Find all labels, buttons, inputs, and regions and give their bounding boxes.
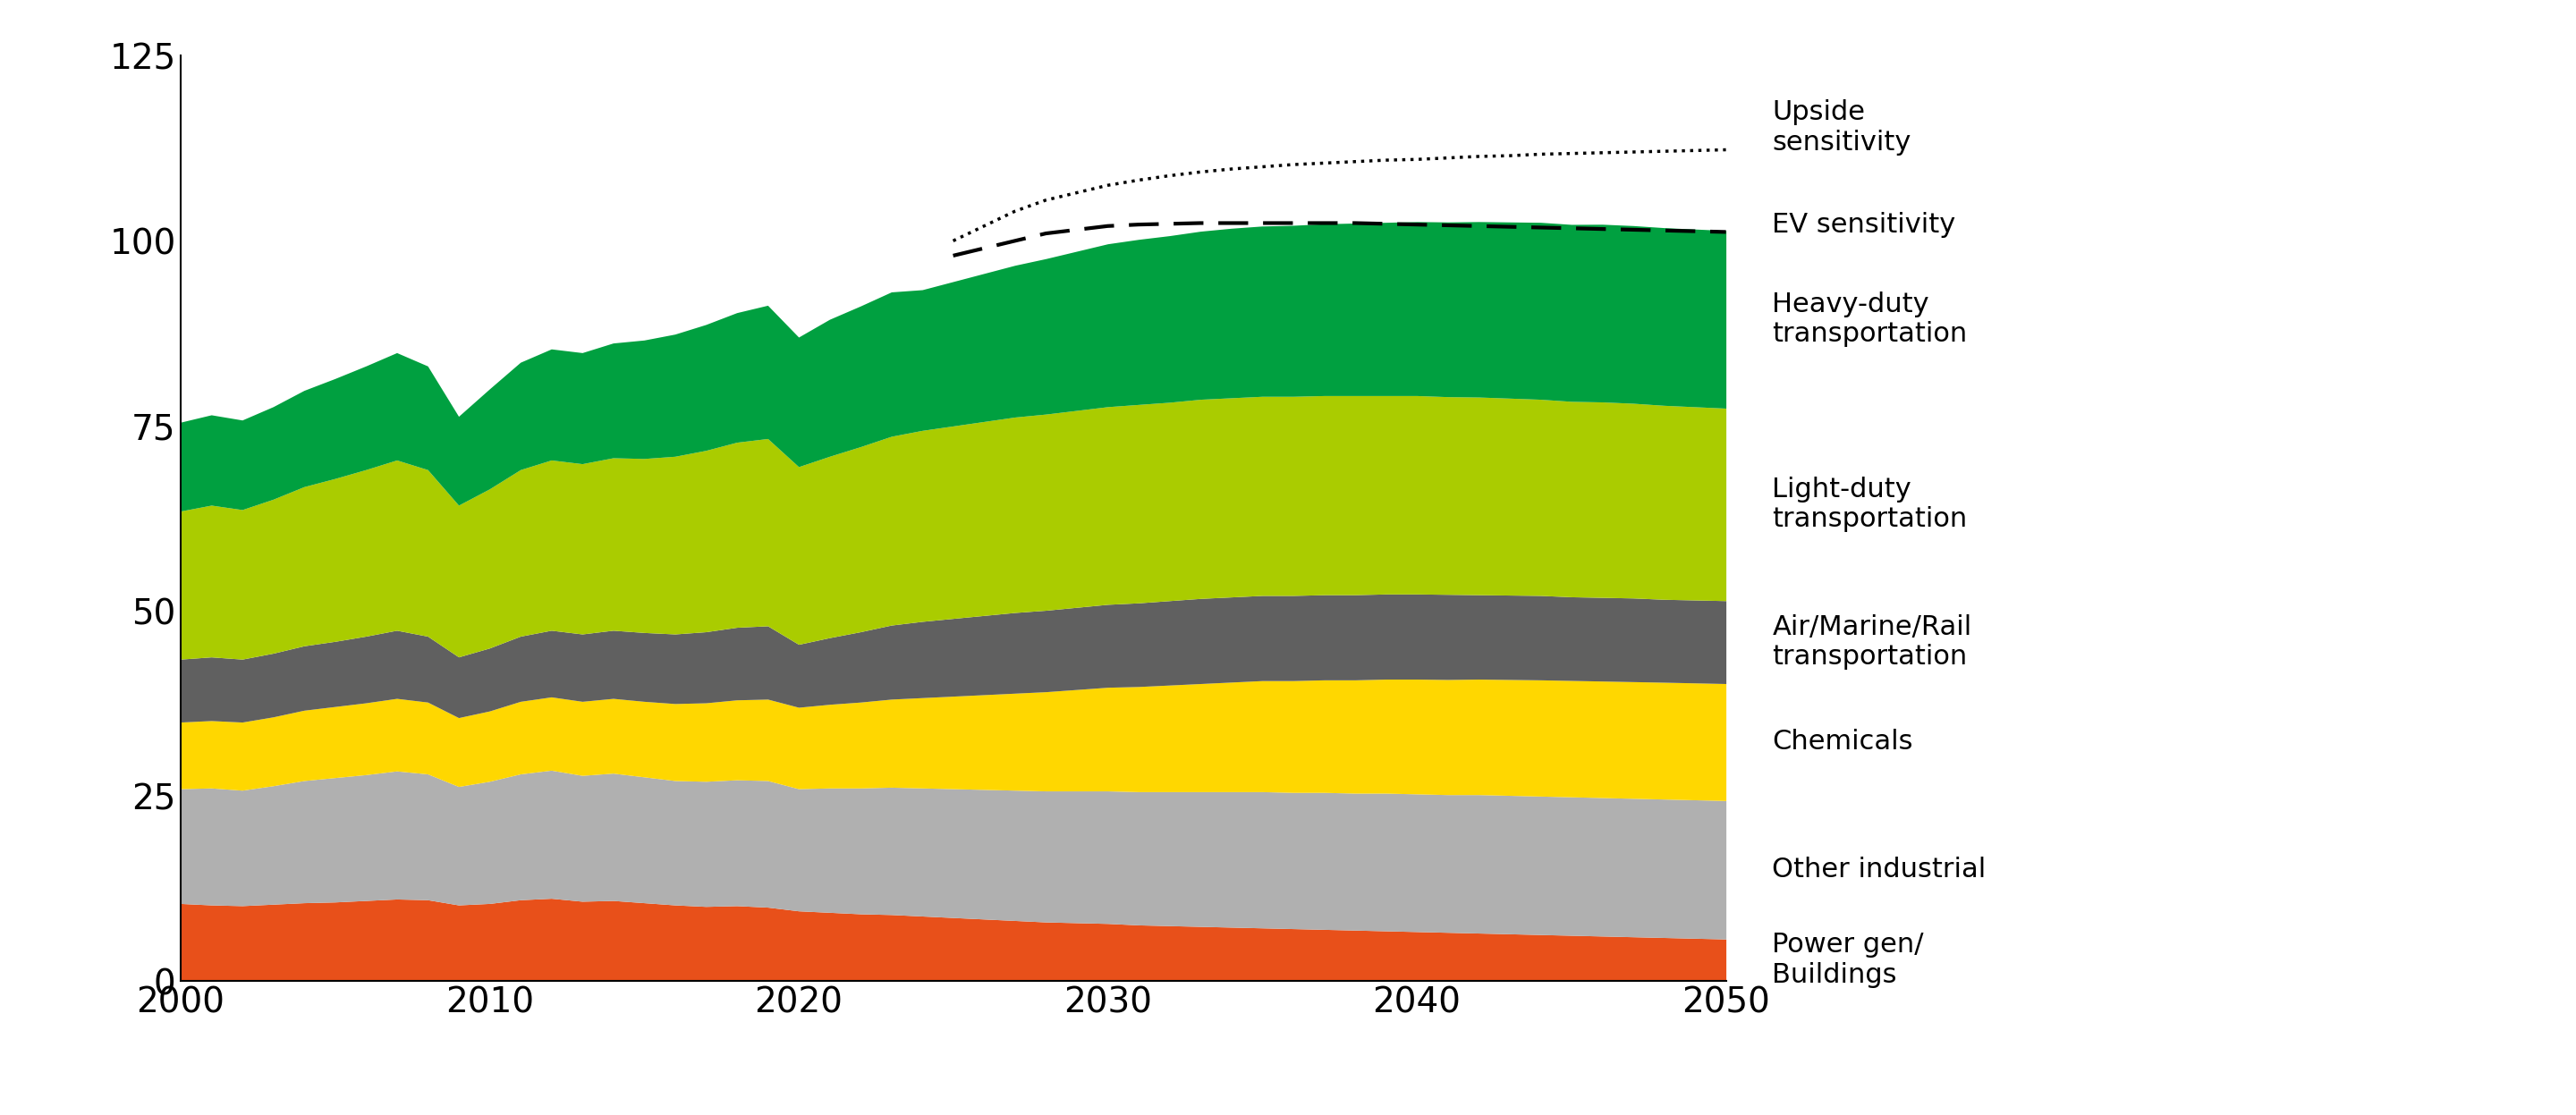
Text: Air/Marine/Rail
transportation: Air/Marine/Rail transportation	[1772, 614, 1973, 670]
Text: Light-duty
transportation: Light-duty transportation	[1772, 476, 1968, 532]
Text: Heavy-duty
transportation: Heavy-duty transportation	[1772, 291, 1968, 347]
Text: Upside
sensitivity: Upside sensitivity	[1772, 99, 1911, 156]
Text: Other industrial: Other industrial	[1772, 856, 1986, 883]
Text: Chemicals: Chemicals	[1772, 729, 1914, 755]
Text: EV sensitivity: EV sensitivity	[1772, 212, 1955, 237]
Text: Power gen/
Buildings: Power gen/ Buildings	[1772, 932, 1924, 988]
